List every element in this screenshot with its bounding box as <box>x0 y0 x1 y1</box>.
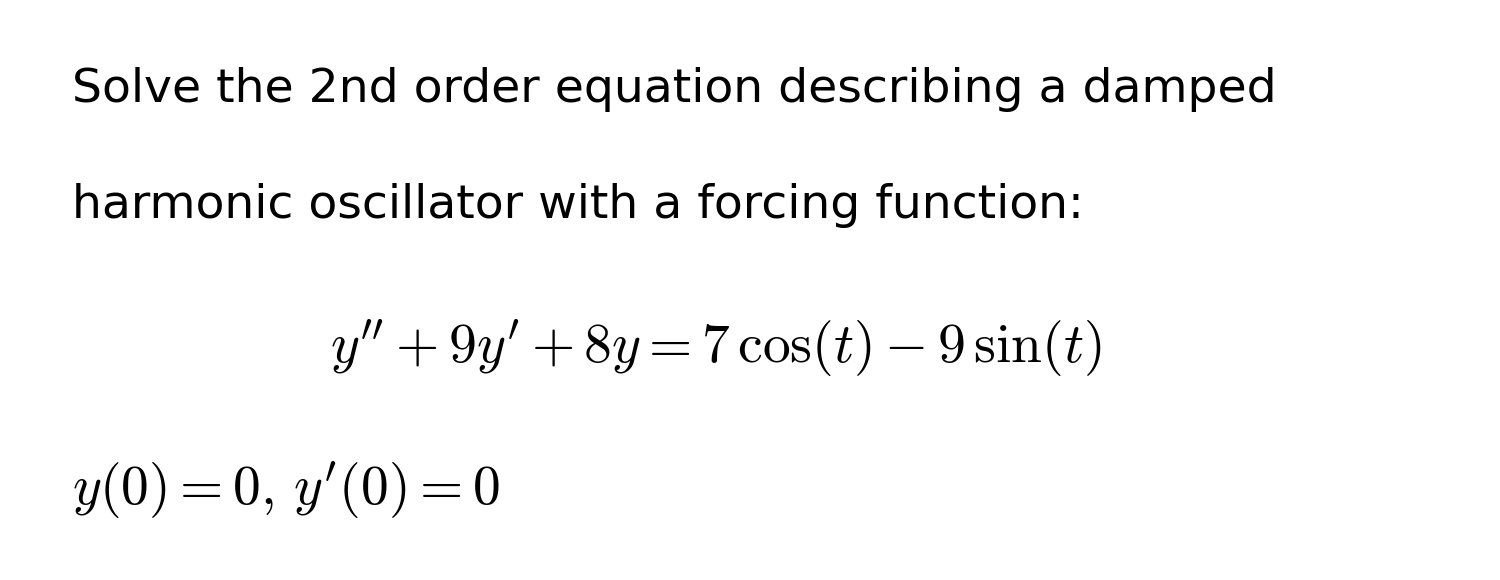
Text: harmonic oscillator with a forcing function:: harmonic oscillator with a forcing funct… <box>72 183 1084 229</box>
Text: Solve the 2nd order equation describing a damped: Solve the 2nd order equation describing … <box>72 67 1276 113</box>
Text: $y(0) = 0,\, y'(0) = 0$: $y(0) = 0,\, y'(0) = 0$ <box>72 459 500 521</box>
Text: $y'' + 9y' + 8y = 7\,\cos(t) - 9\,\sin(t)$: $y'' + 9y' + 8y = 7\,\cos(t) - 9\,\sin(t… <box>330 317 1101 379</box>
